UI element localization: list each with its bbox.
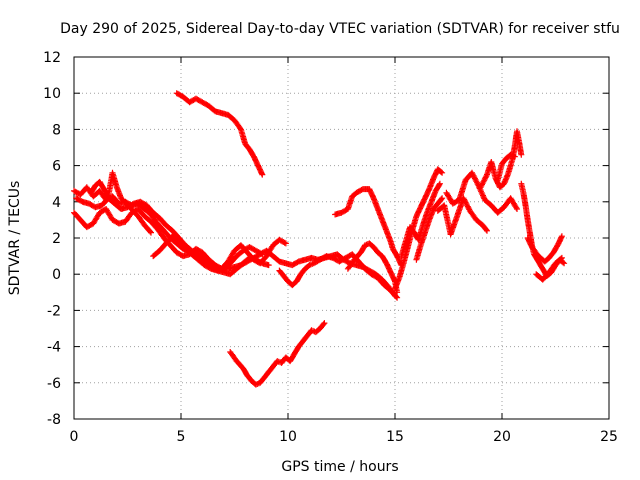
series-markers [494, 151, 518, 184]
x-axis-label: GPS time / hours [281, 459, 398, 475]
y-tick-label: -4 [47, 340, 61, 356]
y-tick-label: 6 [52, 159, 61, 175]
y-tick-label: -2 [47, 303, 61, 319]
series-markers [413, 195, 446, 263]
series-markers [434, 195, 490, 238]
y-tick-label: 4 [52, 195, 61, 211]
series-markers [443, 169, 520, 216]
data-layer [71, 90, 568, 388]
x-tick-label: 20 [493, 429, 511, 445]
series-track-n [434, 195, 490, 238]
series-track-h [276, 251, 401, 301]
series-track-i [332, 186, 405, 269]
axes: 0 5 10 15 20 25 -8 -6 -4 -2 0 2 4 6 8 10 12 [43, 50, 618, 445]
series-track-s [524, 233, 565, 265]
series-track-e [150, 233, 266, 274]
series-track-l [398, 180, 443, 260]
series-track-p [477, 128, 525, 191]
series-track-m [413, 195, 446, 263]
x-tick-label: 10 [279, 429, 297, 445]
series-markers [332, 186, 405, 269]
series-track-q [494, 151, 518, 184]
series-markers [533, 254, 565, 283]
x-tick-label: 5 [177, 429, 186, 445]
series-track-g [227, 320, 328, 388]
y-tick-label: -6 [47, 376, 61, 392]
series-track-d [88, 169, 154, 236]
x-tick-label: 15 [386, 429, 404, 445]
y-tick-label: 12 [43, 50, 61, 66]
x-tick-label: 0 [70, 429, 79, 445]
series-track-t [533, 254, 565, 283]
series-markers [173, 90, 266, 178]
y-tick-label: 8 [52, 122, 61, 138]
series-track-f [173, 90, 266, 178]
y-tick-label: 0 [52, 267, 61, 283]
chart-title: Day 290 of 2025, Sidereal Day-to-day VTE… [60, 21, 620, 37]
series-track-o [443, 169, 520, 216]
y-tick-label: -8 [47, 412, 61, 428]
series-markers [524, 233, 565, 265]
series-markers [227, 320, 328, 388]
series-markers [398, 180, 443, 260]
series-markers [88, 169, 154, 236]
y-tick-label: 2 [52, 231, 61, 247]
x-tick-label: 25 [600, 429, 618, 445]
series-markers [150, 233, 266, 274]
series-markers [276, 251, 401, 301]
y-tick-label: 10 [43, 86, 61, 102]
y-axis-label: SDTVAR / TECUs [7, 181, 23, 296]
series-markers [477, 128, 525, 191]
